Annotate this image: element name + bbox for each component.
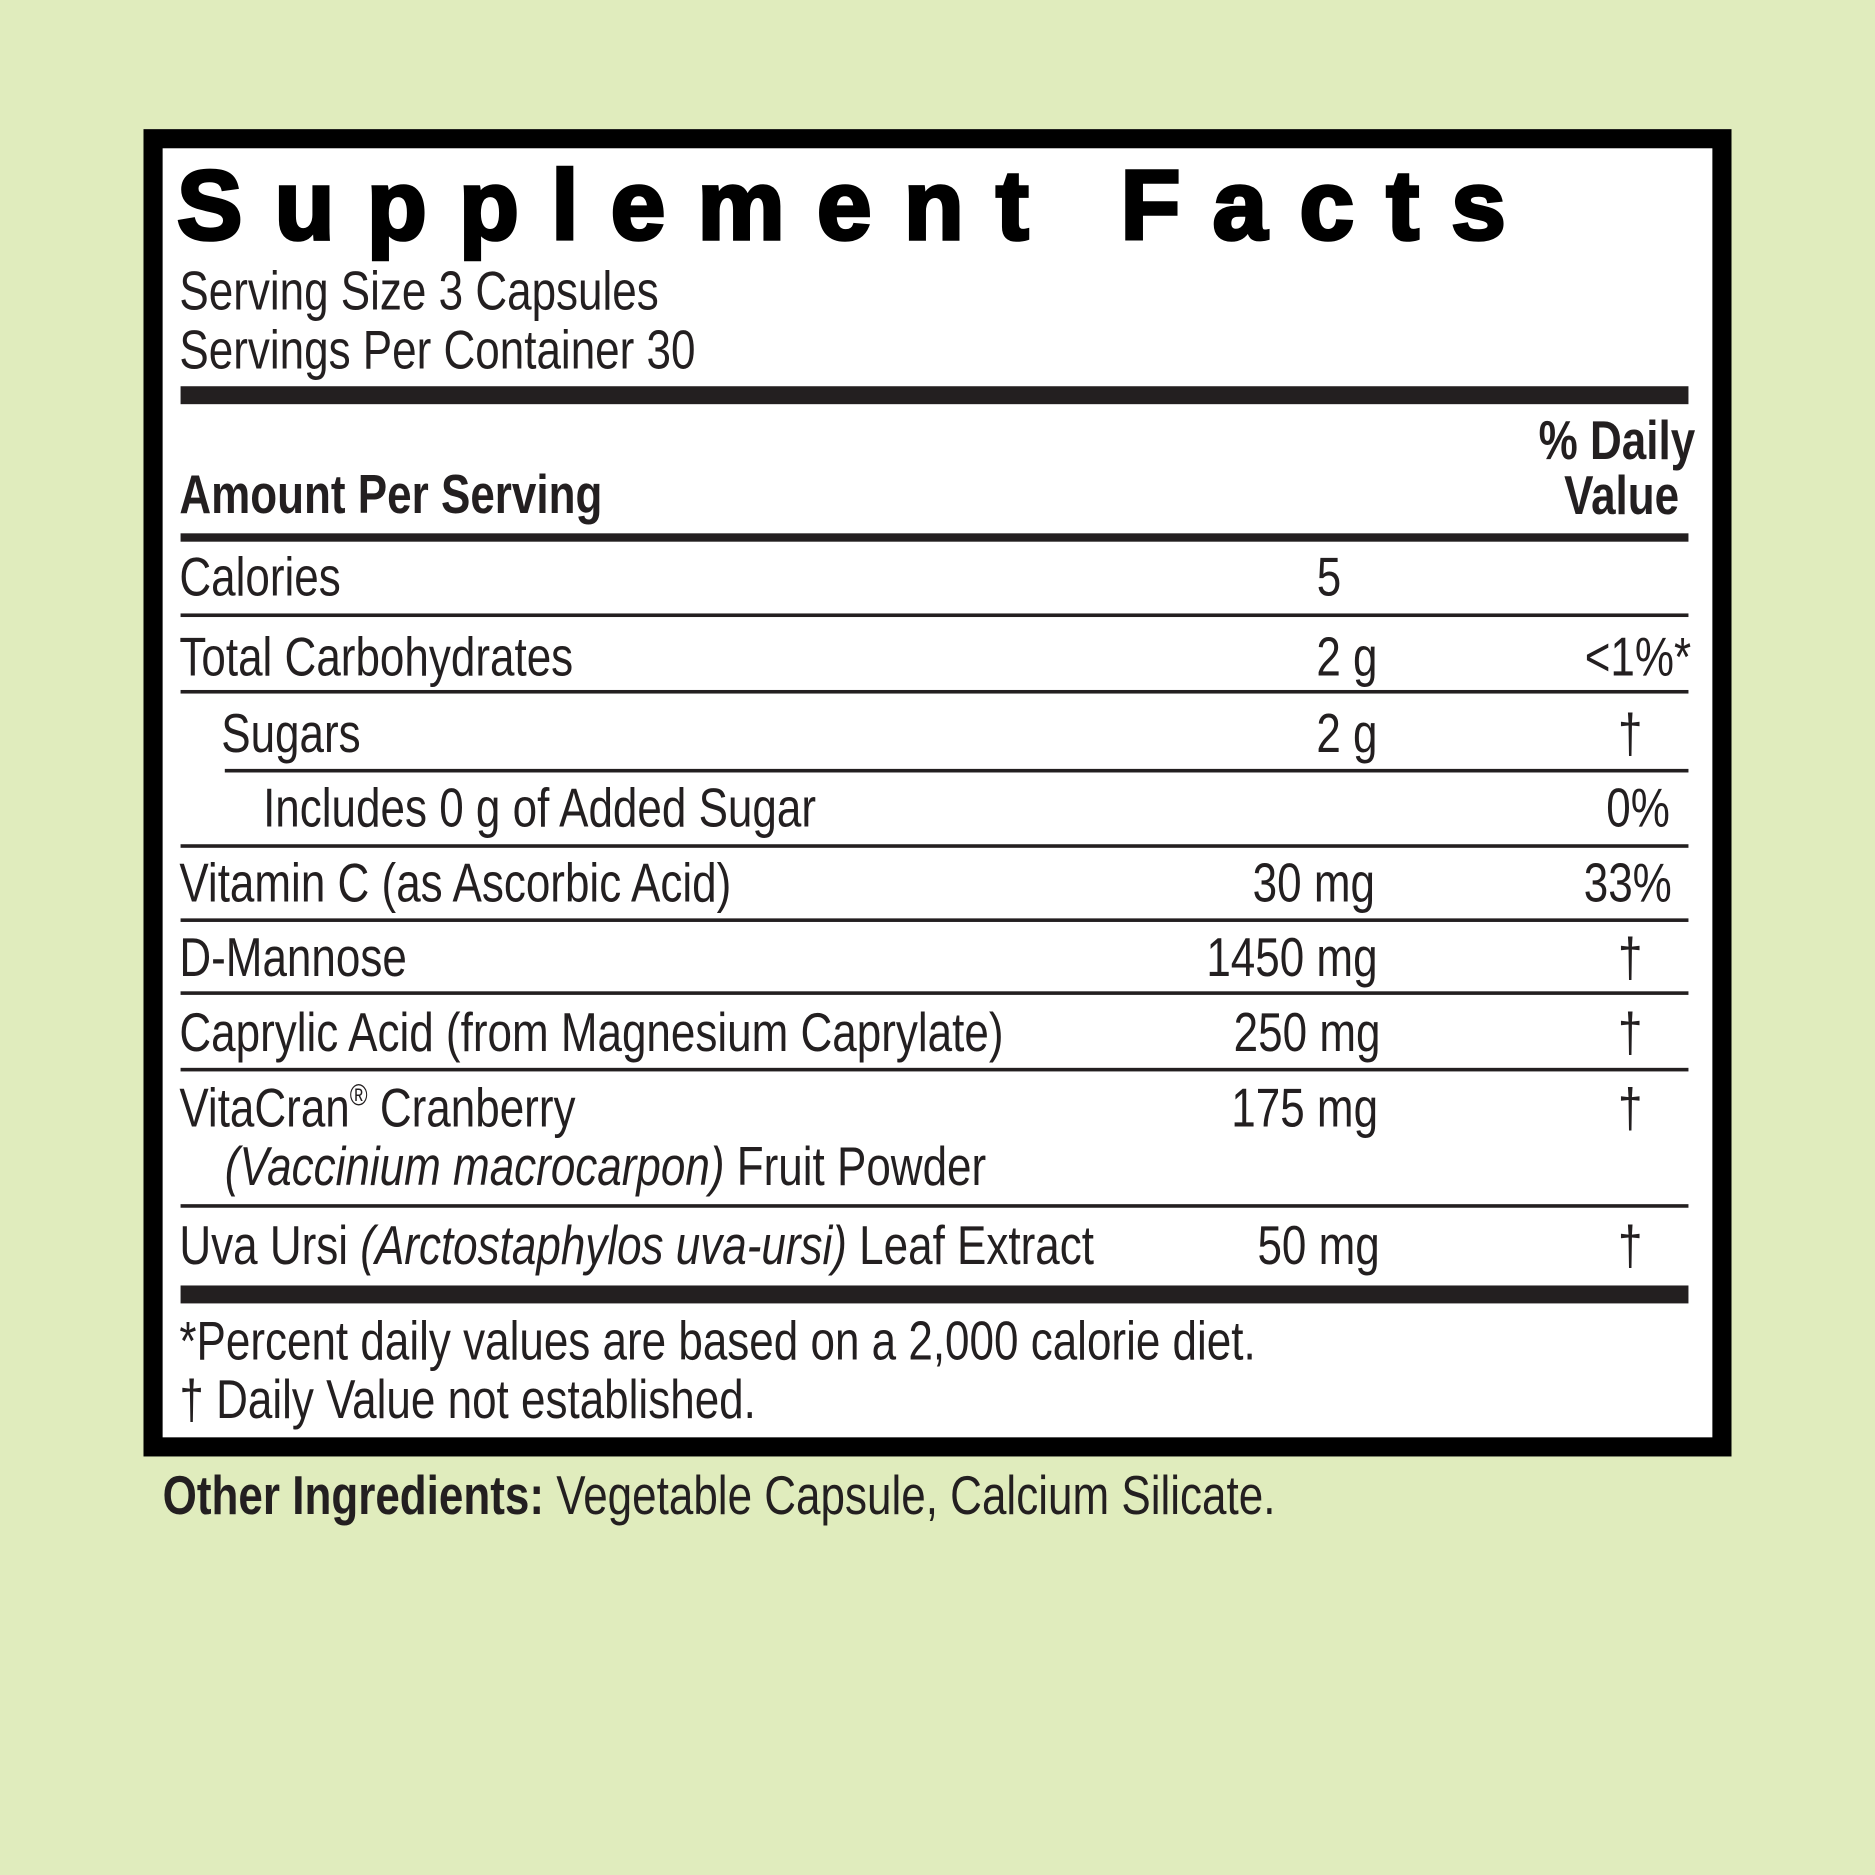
row-added-sugar-dv: 0%: [1605, 776, 1670, 839]
row-vitacran-amount: 175 mg: [1230, 1076, 1378, 1139]
row-vitamin-c-name: Vitamin C (as Ascorbic Acid): [179, 851, 732, 914]
row-carbs-dv: <1%*: [1584, 625, 1691, 688]
divider: [224, 768, 1689, 773]
row-vitamin-c-amount: 30 mg: [1252, 851, 1376, 914]
serving-size: Serving Size 3 Capsules: [179, 259, 659, 322]
amount-per-serving-header: Amount Per Serving: [179, 462, 603, 525]
row-d-mannose-name: D-Mannose: [179, 925, 407, 988]
panel-title: Supplement Facts: [175, 151, 1539, 261]
row-uva-ursi-dv: †: [1618, 1213, 1644, 1276]
row-carbs-name: Total Carbohydrates: [179, 625, 574, 688]
row-uva-ursi-amount: 50 mg: [1257, 1213, 1380, 1276]
row-calories-amount: 5: [1317, 545, 1342, 608]
row-caprylic-amount: 250 mg: [1233, 1000, 1380, 1064]
divider: [180, 1204, 1689, 1208]
row-caprylic-dv: †: [1618, 1000, 1644, 1064]
row-vitamin-c-dv: 33%: [1583, 851, 1672, 914]
row-uva-ursi-name: Uva Ursi (Arctostaphylos uva-ursi) Leaf …: [179, 1213, 1094, 1276]
row-calories-name: Calories: [179, 545, 341, 608]
servings-per-container: Servings Per Container 30: [179, 318, 696, 381]
row-added-sugar-name: Includes 0 g of Added Sugar: [263, 776, 817, 839]
row-caprylic-name: Caprylic Acid (from Magnesium Caprylate): [179, 1000, 1004, 1064]
divider-medium: [180, 533, 1689, 542]
dv-header-line1: % Daily: [1539, 408, 1696, 472]
facts-panel: [143, 129, 1732, 1457]
divider: [180, 1067, 1689, 1072]
divider: [180, 844, 1689, 848]
divider: [180, 613, 1689, 618]
divider: [180, 991, 1689, 995]
row-sugars-amount: 2 g: [1316, 701, 1378, 765]
divider: [180, 689, 1689, 694]
other-ingredients: Other Ingredients: Vegetable Capsule, Ca…: [162, 1463, 1276, 1526]
row-vitacran-name-line2: (Vaccinium macrocarpon) Fruit Powder: [224, 1134, 987, 1197]
divider-thick: [180, 386, 1689, 405]
row-carbs-amount: 2 g: [1316, 625, 1378, 688]
row-d-mannose-amount: 1450 mg: [1206, 925, 1378, 988]
row-sugars-dv: †: [1618, 701, 1644, 765]
dv-header-line2: Value: [1563, 463, 1679, 527]
row-sugars-name: Sugars: [221, 701, 361, 765]
footnote-dagger: † Daily Value not established.: [179, 1367, 756, 1431]
divider: [180, 918, 1689, 922]
row-vitacran-name: VitaCran® Cranberry: [179, 1076, 576, 1139]
row-d-mannose-dv: †: [1618, 925, 1644, 988]
footnote-percent: *Percent daily values are based on a 2,0…: [179, 1309, 1256, 1372]
divider-thick: [180, 1285, 1689, 1304]
row-vitacran-dv: †: [1618, 1076, 1644, 1139]
